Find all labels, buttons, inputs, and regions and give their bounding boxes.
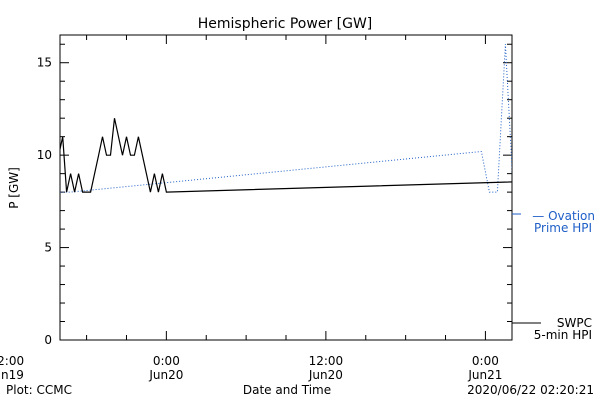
y-tick-label: 15 <box>37 56 52 70</box>
series-layer <box>60 44 512 193</box>
y-axis-label: P [GW] <box>7 167 21 209</box>
x-tick-label-time: 0:00 <box>153 354 180 368</box>
x-tick-label-time: 0:00 <box>472 354 499 368</box>
y-tick-label: 10 <box>37 148 52 162</box>
x-tick-label-date: Jun20 <box>308 368 343 382</box>
plot-area <box>59 34 513 341</box>
legend-ovation-line1: — Ovation <box>532 209 595 223</box>
plot-credit: Plot: CCMC <box>6 383 72 397</box>
legend-ovation-line2: Prime HPI <box>534 221 592 235</box>
x-tick-label-time: 12:00 <box>309 354 344 368</box>
x-tick-label-date: Jun20 <box>148 368 183 382</box>
plot-timestamp: 2020/06/22 02:20:21 <box>467 383 594 397</box>
y-tick-label: 5 <box>44 241 52 255</box>
legend-swpc-line1: SWPC <box>557 316 592 330</box>
legend-swpc-line2: 5-min HPI <box>534 328 592 342</box>
x-tick-label-date: Jun21 <box>467 368 502 382</box>
series-line-swpc <box>60 118 512 193</box>
chart-title: Hemispheric Power [GW] <box>198 16 373 32</box>
x-tick-label-time: 12:00 <box>0 354 24 368</box>
x-axis-label: Date and Time <box>243 383 331 397</box>
y-axis: 0 5 10 15 <box>37 43 512 347</box>
x-tick-label-date: Jun19 <box>0 368 24 382</box>
legend-swpc: SWPC 5-min HPI <box>512 316 592 342</box>
legend-ovation: — Ovation Prime HPI <box>512 209 595 235</box>
y-tick-label: 0 <box>44 333 52 347</box>
x-axis: 12:00Jun190:00Jun2012:00Jun200:00Jun2112… <box>0 35 502 382</box>
